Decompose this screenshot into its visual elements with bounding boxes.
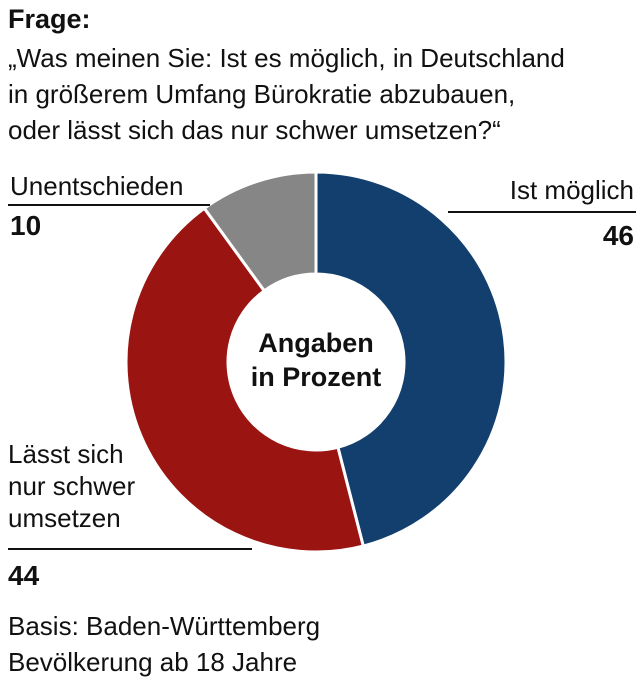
center-label-line-1: Angaben [258,328,374,358]
center-label-line-2: in Prozent [250,362,382,392]
question-text: „Was meinen Sie: Ist es möglich, in Deut… [8,40,638,148]
question-line-3: oder lässt sich das nur schwer umsetzen?… [8,115,501,145]
slice-unentschieden [202,170,318,293]
slice-value-unentschieden: 10 [10,210,42,241]
slice-schwer-umsetzen [124,206,366,554]
slice-label-unentschieden: Unentschieden [10,171,184,201]
slice-label-schwer-line-2: nur schwer [8,471,136,501]
slice-value-schwer-umsetzen: 44 [8,560,40,591]
basis-line-1: Basis: Baden-Württemberg [8,611,321,641]
question-line-1: „Was meinen Sie: Ist es möglich, in Deut… [8,43,565,73]
slice-label-schwer-umsetzen: Lässt sich nur schwer umsetzen [8,438,135,534]
question-heading: Frage: [8,4,91,34]
center-label: Angaben in Prozent [228,326,404,394]
slice-label-schwer-line-3: umsetzen [8,503,121,533]
basis-note: Basis: Baden-Württemberg Bevölkerung ab … [8,608,320,680]
slice-label-ist-moeglich: Ist möglich [509,175,634,205]
basis-line-2: Bevölkerung ab 18 Jahre [8,647,298,677]
slice-label-schwer-line-1: Lässt sich [8,439,124,469]
slice-value-ist-moeglich: 46 [602,220,634,251]
slice-ist-moeglich [314,170,508,548]
question-line-2: in größerem Umfang Bürokratie abzubauen, [8,79,516,109]
